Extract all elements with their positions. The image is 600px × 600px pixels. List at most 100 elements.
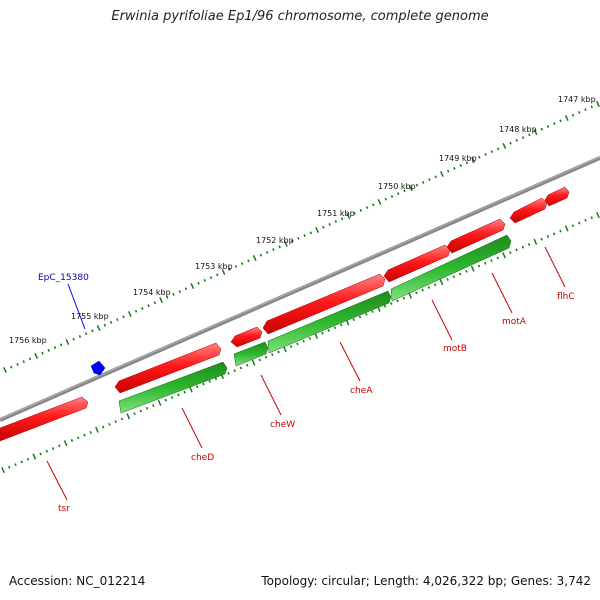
minor-tick xyxy=(353,211,356,215)
minor-tick xyxy=(164,398,168,402)
minor-tick xyxy=(172,292,175,296)
major-tick xyxy=(502,252,506,259)
minor-tick xyxy=(397,192,400,196)
gene-cheW-green[interactable] xyxy=(233,341,269,367)
minor-tick xyxy=(484,152,487,156)
minor-tick xyxy=(515,138,519,142)
gene-cheD[interactable] xyxy=(114,342,222,394)
gene-motB-green[interactable] xyxy=(390,234,512,302)
minor-tick xyxy=(103,323,107,327)
minor-tick xyxy=(359,208,363,212)
major-tick xyxy=(471,156,476,164)
tick-label-1747: 1747 kbp xyxy=(558,95,596,104)
minor-tick xyxy=(322,225,325,229)
gene-cheA[interactable] xyxy=(262,273,386,335)
gene-tsr[interactable] xyxy=(0,396,89,442)
minor-tick xyxy=(39,452,42,456)
minor-tick xyxy=(303,234,306,238)
cds-track xyxy=(0,186,570,442)
major-tick xyxy=(533,128,538,136)
gene-label-cheA: cheA xyxy=(350,386,373,396)
major-tick xyxy=(596,100,600,108)
minor-tick xyxy=(209,276,213,280)
minor-tick xyxy=(202,382,205,386)
minor-tick xyxy=(396,299,399,303)
major-tick xyxy=(282,346,287,353)
minor-tick xyxy=(546,124,550,128)
minor-tick xyxy=(114,420,117,424)
gene-motA[interactable] xyxy=(446,218,506,254)
minor-tick xyxy=(47,348,50,352)
major-tick xyxy=(189,386,193,393)
minor-tick xyxy=(509,251,512,254)
minor-tick xyxy=(265,250,269,254)
gene-cheW[interactable] xyxy=(230,326,263,348)
minor-tick xyxy=(139,409,142,413)
minor-tick xyxy=(296,342,299,346)
minor-tick xyxy=(528,133,531,137)
minor-tick xyxy=(327,329,330,332)
tick-label-1756: 1756 kbp xyxy=(9,336,47,345)
minor-tick xyxy=(120,417,124,421)
minor-tick xyxy=(521,136,525,140)
minor-tick xyxy=(446,278,449,281)
minor-tick xyxy=(177,393,180,397)
minor-tick xyxy=(559,119,562,123)
minor-tick xyxy=(59,343,63,347)
minor-tick xyxy=(83,433,86,437)
gene-flhC-b[interactable] xyxy=(544,186,570,207)
major-tick xyxy=(95,426,99,433)
major-tick xyxy=(533,238,538,245)
major-tick xyxy=(63,440,68,447)
minor-tick xyxy=(402,296,406,300)
minor-tick xyxy=(108,422,111,426)
minor-tick xyxy=(178,290,182,294)
minor-tick xyxy=(559,229,562,233)
minor-tick xyxy=(246,363,249,367)
minor-tick xyxy=(433,283,437,287)
major-tick xyxy=(34,352,39,360)
major-tick xyxy=(126,413,131,420)
minor-tick xyxy=(109,320,113,324)
minor-tick xyxy=(183,390,186,394)
minor-tick xyxy=(490,150,494,154)
tick-label-1753: 1753 kbp xyxy=(195,262,233,271)
minor-tick xyxy=(78,334,82,338)
minor-tick xyxy=(309,231,313,235)
minor-tick xyxy=(496,256,499,260)
minor-tick xyxy=(372,203,375,207)
minor-tick xyxy=(233,369,236,373)
minor-tick xyxy=(8,465,11,469)
minor-tick xyxy=(434,175,437,179)
minor-tick xyxy=(195,385,199,389)
minor-tick xyxy=(20,460,23,464)
minor-tick xyxy=(384,197,387,201)
feature-epc15380-marker[interactable] xyxy=(90,360,106,376)
gene-flhC-a[interactable] xyxy=(509,197,548,224)
minor-tick xyxy=(145,406,149,410)
genome-summary-text: Topology: circular; Length: 4,026,322 bp… xyxy=(261,574,591,588)
gene-cheD-green[interactable] xyxy=(118,361,228,414)
map-title: Erwinia pyrifoliae Ep1/96 chromosome, co… xyxy=(111,9,489,24)
minor-tick xyxy=(484,261,487,265)
minor-tick xyxy=(76,436,80,440)
minor-tick xyxy=(197,281,200,285)
minor-tick xyxy=(272,248,275,252)
minor-tick xyxy=(258,358,261,362)
gene-motB[interactable] xyxy=(383,244,451,283)
minor-tick xyxy=(415,183,419,187)
minor-tick xyxy=(590,216,593,220)
minor-tick xyxy=(290,239,294,243)
minor-tick xyxy=(446,169,450,173)
gene-leaders xyxy=(46,246,566,501)
minor-tick xyxy=(459,164,462,168)
major-tick xyxy=(221,268,226,276)
minor-tick xyxy=(371,310,374,314)
gene-cheA-green[interactable] xyxy=(267,290,392,354)
gene-label-cheW: cheW xyxy=(270,420,295,430)
gene-label-tsr: tsr xyxy=(58,504,70,514)
major-tick xyxy=(596,211,600,219)
minor-tick xyxy=(321,331,324,335)
minor-tick xyxy=(141,306,144,310)
minor-tick xyxy=(421,180,425,184)
